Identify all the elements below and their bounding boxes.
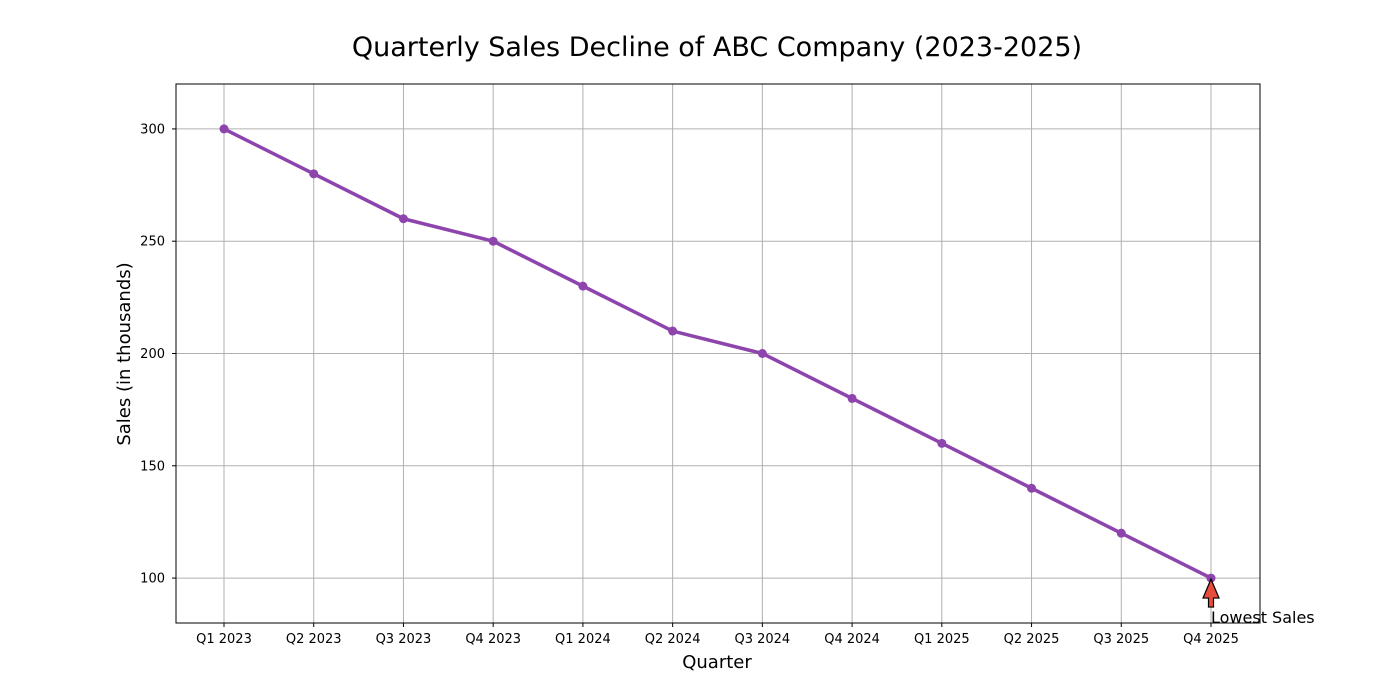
series-line <box>222 127 1213 580</box>
data-point <box>1027 483 1037 493</box>
x-tick-label: Q4 2024 <box>824 632 880 647</box>
y-tick-label: 200 <box>140 347 165 362</box>
y-tick-label: 150 <box>140 459 165 474</box>
data-point <box>757 349 767 358</box>
axes: Q1 2023 Q2 2023 Q3 2023 Q4 2023 Q1 2024 Q2 20… <box>140 83 1261 647</box>
y-tick-label: 250 <box>140 235 165 250</box>
x-tick-label: Q4 2025 <box>1183 632 1239 647</box>
data-point <box>219 124 229 134</box>
x-tick-label: Q3 2024 <box>734 632 790 647</box>
x-tick-label: Q1 2024 <box>555 632 611 647</box>
x-axis-label: Quarter <box>682 652 752 673</box>
series <box>219 124 1216 583</box>
y-axis-label: Sales (in thousands) <box>114 262 135 445</box>
y-tick-label: 300 <box>140 122 165 137</box>
x-tick-label: Q1 2025 <box>914 632 970 647</box>
x-tick-label: Q3 2023 <box>376 632 432 647</box>
data-point <box>1116 528 1126 538</box>
x-tick-label: Q2 2025 <box>1004 632 1060 647</box>
annotation-label: Lowest Sales <box>1211 608 1315 627</box>
data-point <box>937 438 947 448</box>
annotation: Lowest Sales <box>1202 577 1315 627</box>
data-point <box>847 393 857 403</box>
data-point <box>578 281 588 291</box>
annotation-arrow <box>1202 577 1220 608</box>
data-point <box>398 214 408 224</box>
x-tick-label: Q2 2024 <box>645 632 701 647</box>
data-point <box>668 326 678 336</box>
data-point <box>309 169 319 179</box>
x-tick-label: Q4 2023 <box>465 632 521 647</box>
chart-title: Quarterly Sales Decline of ABC Company (… <box>352 32 1082 63</box>
x-tick-label: Q1 2023 <box>196 632 252 647</box>
x-tick-label: Q3 2025 <box>1093 632 1149 647</box>
data-point <box>488 236 498 246</box>
y-tick-label: 100 <box>140 572 165 587</box>
grid <box>176 84 1260 623</box>
plot-frame <box>175 83 1261 624</box>
x-tick-label: Q2 2023 <box>286 632 342 647</box>
